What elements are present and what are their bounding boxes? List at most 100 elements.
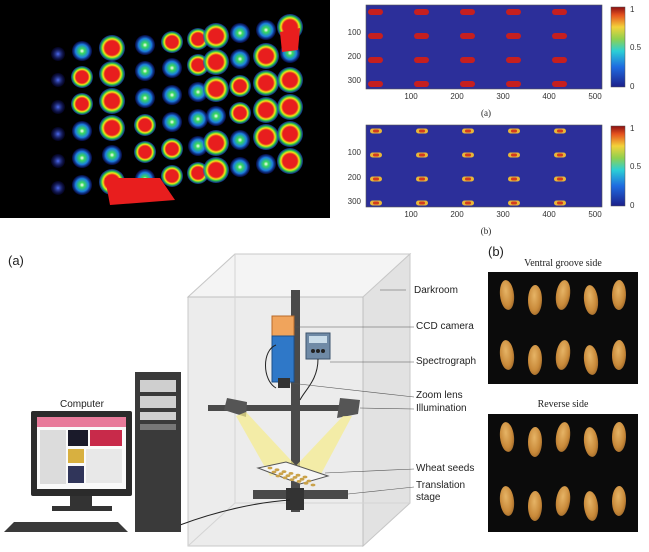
- heat-seed-spot: [203, 157, 229, 183]
- heat-seed-spot: [72, 175, 92, 195]
- seed-heat-image: [0, 0, 330, 218]
- heatmap-seed: [414, 33, 429, 39]
- heat-seed-spot: [230, 130, 250, 150]
- heatmap-seed: [414, 57, 429, 63]
- heat-seed-spot: [51, 73, 65, 87]
- heatmap-seed: [506, 81, 521, 87]
- heatmap-b-xtick-200: 200: [450, 210, 464, 219]
- heatmap-seed-core: [419, 177, 425, 181]
- tray-seed: [271, 470, 277, 474]
- heat-seed-spot: [71, 66, 93, 88]
- heat-seed-spot: [256, 20, 276, 40]
- label-illumination: Illumination: [416, 403, 467, 414]
- heat-blob: [280, 28, 300, 52]
- lamp-left: [224, 398, 247, 417]
- heatmap-seed-core: [511, 177, 517, 181]
- heat-seed-spot: [253, 43, 279, 69]
- heatmap-seed-core: [557, 129, 563, 133]
- heat-seed-spot: [51, 47, 65, 61]
- heatmap-seed: [552, 57, 567, 63]
- caption-a: (a): [481, 108, 491, 118]
- heatmap-seed-core: [557, 153, 563, 157]
- label-ccd-camera: CCD camera: [416, 321, 474, 332]
- heat-seed-spot: [99, 61, 125, 87]
- heatmap-seed: [368, 33, 383, 39]
- tray-seed: [302, 475, 308, 479]
- heat-seed-spot: [135, 35, 155, 55]
- heat-seed-spot: [277, 148, 303, 174]
- heat-seed-spot: [162, 58, 182, 78]
- heat-seed-spot: [72, 41, 92, 61]
- tray-seed: [310, 483, 316, 487]
- tray-seed: [278, 472, 284, 476]
- heatmap-a-xtick-400: 400: [542, 92, 556, 101]
- wheat-seed: [582, 284, 600, 316]
- heatmap-a-xtick-300: 300: [496, 92, 510, 101]
- heatmap-seed-core: [373, 153, 379, 157]
- label-translation: Translation: [416, 480, 466, 491]
- caption-b: (b): [481, 226, 492, 236]
- colorbar-b: [610, 125, 626, 207]
- heat-seed-spot: [188, 109, 208, 129]
- tray-seed: [267, 466, 273, 470]
- heat-seed-spot: [230, 49, 250, 69]
- heat-seed-spot: [135, 61, 155, 81]
- heatmap-seed: [552, 81, 567, 87]
- colorbar-a-tick-1: 1: [630, 5, 635, 14]
- heat-seed-spot: [135, 88, 155, 108]
- heatmap-seed: [368, 57, 383, 63]
- setup-panel-label: (a): [8, 253, 24, 268]
- heatmap-b-ytick-200: 200: [348, 173, 362, 182]
- tray-seed: [285, 474, 291, 477]
- wheat-seed: [498, 485, 516, 517]
- heat-seed-spot: [51, 154, 65, 168]
- tray-seed: [281, 470, 287, 473]
- label-darkroom: Darkroom: [414, 285, 458, 296]
- wheat-seed: [611, 485, 627, 517]
- heat-seed-spot: [161, 165, 183, 187]
- heat-seed-spot: [51, 127, 65, 141]
- heat-seed-spot: [206, 106, 226, 126]
- ccd-camera: [271, 315, 295, 339]
- heat-seed-spot: [161, 31, 183, 53]
- heatmap-b-xtick-300: 300: [496, 210, 510, 219]
- wheat-seed: [498, 421, 516, 453]
- heatmap-b-xtick-400: 400: [542, 210, 556, 219]
- wheat-seed: [611, 421, 627, 453]
- reverse-side-photo: [488, 414, 638, 532]
- heatmap-seed: [552, 9, 567, 15]
- heatmap-seed-core: [419, 129, 425, 133]
- heatmap-b-ytick-100: 100: [348, 148, 362, 157]
- heat-seed-spot: [203, 49, 229, 75]
- tray-seed: [292, 476, 298, 479]
- wheat-seed: [611, 339, 627, 371]
- photos-panel-label: (b): [488, 244, 504, 259]
- wheat-seed: [527, 344, 543, 376]
- heat-seed-spot: [188, 136, 208, 156]
- heatmap-seed: [506, 57, 521, 63]
- colorbar-a-tick-05: 0.5: [630, 43, 642, 52]
- wheat-seed: [498, 279, 516, 311]
- wheat-seed: [527, 284, 543, 316]
- tray-seed: [306, 479, 312, 483]
- tray-seed: [274, 468, 280, 472]
- tray-seed: [303, 481, 309, 485]
- imaging-setup-diagram: [4, 252, 415, 548]
- heatmap-a-ytick-300: 300: [348, 76, 362, 85]
- wheat-seed: [527, 490, 543, 522]
- heat-seed-spot: [277, 67, 303, 93]
- colorbar-a: [610, 6, 626, 88]
- heatmap-seed-core: [511, 201, 517, 205]
- wheat-seed: [527, 426, 543, 458]
- heatmap-seed: [414, 81, 429, 87]
- tray-seed: [289, 478, 295, 481]
- wheat-seed: [611, 279, 627, 311]
- heat-seed-spot: [230, 23, 250, 43]
- heatmap-seed: [506, 33, 521, 39]
- wheat-seed: [582, 490, 600, 522]
- heat-seed-spot: [229, 102, 251, 124]
- heatmap-a-ytick-200: 200: [348, 52, 362, 61]
- heatmap-seed: [552, 33, 567, 39]
- illumination-crossbar: [208, 405, 353, 411]
- heatmap-seed-core: [465, 153, 471, 157]
